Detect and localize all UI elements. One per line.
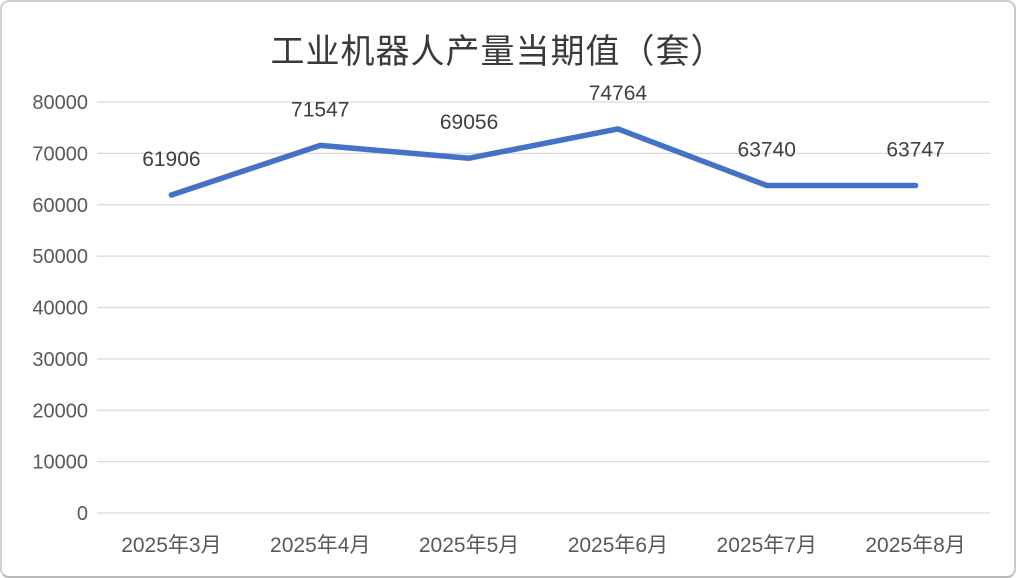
- data-point-label: 71547: [291, 98, 349, 121]
- x-axis-label: 2025年3月: [121, 534, 221, 557]
- y-axis-label: 60000: [32, 195, 88, 217]
- x-axis-label: 2025年4月: [270, 534, 370, 557]
- data-point-label: 61906: [142, 148, 200, 171]
- x-axis-label: 2025年8月: [865, 534, 965, 557]
- y-axis-label: 30000: [32, 349, 88, 371]
- y-axis-label: 40000: [32, 298, 88, 320]
- x-axis-label: 2025年6月: [568, 534, 668, 557]
- y-axis-label: 20000: [32, 400, 88, 422]
- data-point-label: 74764: [589, 82, 648, 105]
- data-point-label: 63747: [886, 138, 944, 161]
- x-axis-label: 2025年7月: [717, 534, 817, 557]
- data-series-line: [168, 126, 919, 198]
- y-axis-label: 0: [77, 503, 88, 525]
- data-point-label: 63740: [738, 139, 796, 162]
- y-axis-label: 50000: [32, 246, 88, 268]
- y-axis-label: 80000: [32, 92, 88, 114]
- chart-title: 工业机器人产量当期值（套）: [270, 34, 726, 71]
- x-axis-label: 2025年5月: [419, 534, 519, 557]
- data-point-label: 69056: [440, 111, 498, 134]
- y-axis-label: 10000: [32, 452, 88, 474]
- y-axis-label: 70000: [32, 143, 88, 165]
